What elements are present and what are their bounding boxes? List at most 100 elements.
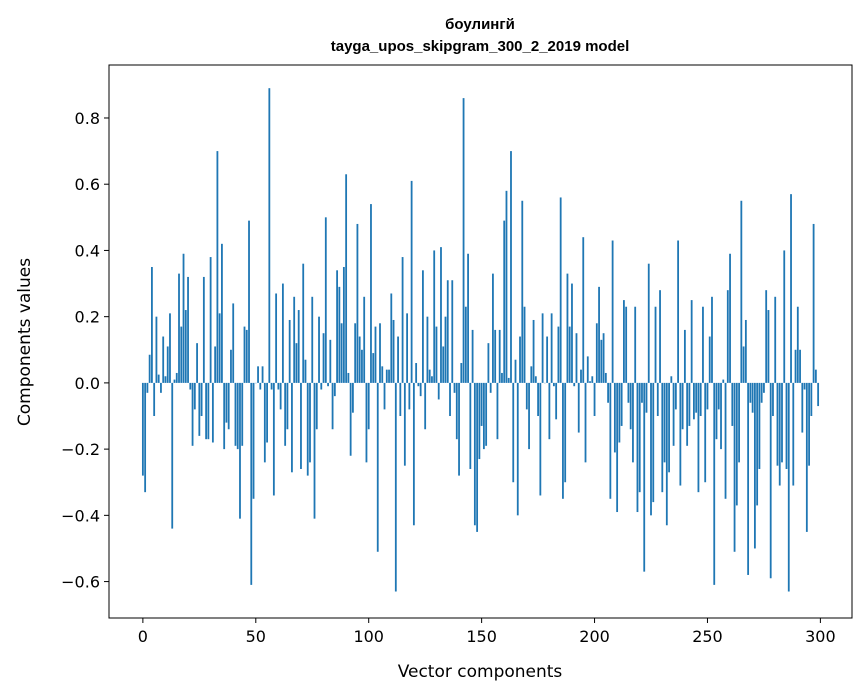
bar	[557, 326, 560, 383]
bar	[304, 359, 307, 383]
bar	[632, 382, 634, 463]
y-tick-label: −0.4	[61, 506, 100, 525]
bar	[735, 382, 738, 506]
bar	[503, 220, 506, 383]
x-tick-label: 200	[579, 627, 610, 646]
bar	[539, 382, 542, 496]
bar	[245, 329, 248, 383]
bar	[286, 382, 289, 430]
bar	[726, 290, 729, 383]
bar	[471, 329, 474, 383]
bar	[478, 382, 481, 460]
bar	[243, 326, 246, 383]
bar	[530, 366, 533, 383]
bar	[582, 237, 585, 383]
bar	[751, 382, 754, 413]
bar	[683, 329, 686, 383]
bar	[790, 194, 792, 383]
y-tick-label: −0.2	[61, 440, 100, 459]
bar	[489, 382, 492, 393]
bar	[424, 382, 427, 430]
bar	[600, 339, 603, 383]
bar	[494, 329, 497, 383]
bar	[399, 382, 402, 417]
bar	[473, 382, 476, 526]
bar	[695, 382, 698, 413]
bar	[641, 382, 643, 403]
bar	[749, 382, 752, 403]
bar	[193, 382, 196, 410]
bar	[756, 382, 759, 506]
bar	[571, 283, 573, 383]
bar	[356, 223, 359, 383]
bar	[198, 382, 201, 436]
bar	[525, 382, 528, 410]
bar	[627, 382, 630, 403]
bars-group	[141, 88, 820, 592]
bar	[297, 310, 300, 383]
bar	[275, 293, 278, 383]
bar	[281, 283, 284, 383]
bar	[663, 382, 666, 463]
bar	[455, 382, 458, 440]
bar	[776, 382, 779, 466]
bar	[501, 372, 503, 383]
bar	[568, 326, 571, 383]
y-tick-label: 0.8	[75, 109, 100, 128]
bar	[270, 382, 273, 390]
bar	[191, 382, 194, 446]
bar	[803, 382, 806, 390]
bar	[422, 270, 424, 383]
bar	[234, 382, 237, 446]
bar	[322, 333, 325, 383]
bar	[613, 382, 616, 453]
x-tick-label: 250	[692, 627, 723, 646]
bar	[469, 382, 472, 469]
bar	[629, 382, 632, 430]
bar	[476, 382, 479, 532]
bar	[794, 349, 797, 383]
bar	[462, 98, 465, 383]
bar	[349, 382, 352, 456]
bar	[257, 366, 259, 383]
bar	[182, 253, 185, 383]
bar	[327, 382, 329, 387]
bar	[765, 290, 768, 383]
bar	[808, 382, 810, 466]
y-axis-label: Components values	[15, 258, 35, 426]
bar	[702, 306, 704, 383]
bar	[552, 382, 555, 387]
bar	[187, 276, 189, 383]
bar	[645, 382, 648, 413]
bar	[173, 379, 176, 383]
bar	[444, 316, 447, 383]
bar	[480, 382, 483, 426]
chart-subtitle: tayga_upos_skipgram_300_2_2019 model	[331, 38, 630, 55]
bar	[812, 223, 815, 383]
bar	[772, 382, 774, 417]
bar	[744, 319, 747, 383]
bar	[293, 296, 296, 383]
bar	[374, 326, 377, 383]
bar	[638, 382, 641, 493]
bar	[602, 333, 605, 383]
bar	[146, 382, 149, 393]
bar	[763, 382, 765, 393]
bar	[670, 376, 673, 383]
bar	[487, 343, 490, 383]
bar	[214, 346, 217, 383]
bar	[528, 382, 530, 450]
bar	[207, 382, 210, 440]
bar	[381, 366, 384, 383]
bar	[358, 336, 361, 383]
bar	[218, 313, 221, 383]
bar	[162, 336, 165, 383]
bar	[403, 382, 406, 466]
bar	[661, 382, 664, 493]
bar	[196, 343, 198, 383]
bar	[166, 346, 169, 383]
x-tick-label: 150	[466, 627, 497, 646]
bar	[272, 382, 275, 496]
bar	[331, 382, 334, 430]
bar	[805, 382, 808, 532]
